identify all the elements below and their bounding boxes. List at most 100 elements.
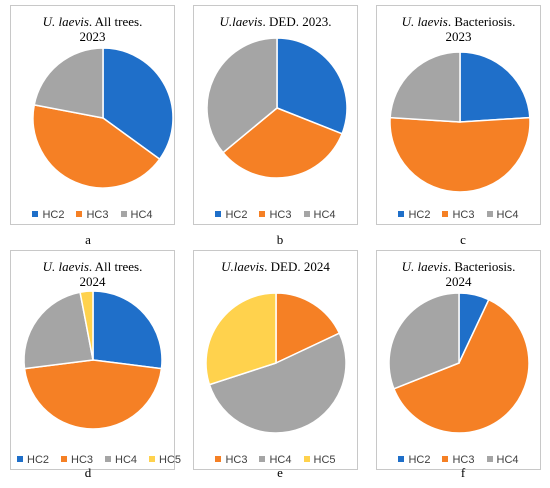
chart-legend: HC2 HC3 HC4 HC5 [11,454,181,466]
legend-label: HC4 [313,209,336,221]
legend-item: HC4 [120,209,153,221]
title-species: U.laevis [221,259,265,274]
pie-slice-hc2 [459,51,531,123]
legend-swatch [486,211,493,218]
title-species: U.laevis [219,14,263,29]
legend-swatch [442,211,449,218]
chart-title: U. laevis. Bacteriosis. 2024 [377,259,540,289]
legend-label: HC5 [313,454,336,466]
legend-item: HC4 [303,209,336,221]
legend-swatch [105,456,112,463]
pie-slice-hc5 [205,292,277,386]
legend-label: HC4 [115,454,138,466]
chart-legend: HC2 HC3 HC4 [11,209,174,221]
chart-panel-f: U. laevis. Bacteriosis. 2024 HC2 HC3 HC4 [376,250,541,470]
chart-legend: HC2 HC3 HC4 [377,209,540,221]
pie-slice-hc5 [79,290,94,361]
legend-swatch [486,456,493,463]
chart-legend: HC3 HC4 HC5 [194,454,357,466]
chart-legend: HC2 HC3 HC4 [377,454,540,466]
legend-label: HC2 [27,454,50,466]
title-species: U. laevis [42,259,89,274]
pie-slice-hc4 [208,332,347,434]
title-text: . All trees. [88,14,143,29]
legend-item: HC5 [149,454,181,466]
pie-slice-hc3 [32,104,161,189]
title-text: . Bacteriosis. [447,259,516,274]
chart-panel-c: U. laevis. Bacteriosis. 2023 HC2 HC3 HC4 [376,5,541,225]
legend-item: HC4 [486,454,519,466]
legend-item: HC4 [486,209,519,221]
title-year: 2023 [79,29,106,44]
legend-item: HC4 [105,454,137,466]
chart-title: U.laevis. DED. 2024 [194,259,357,274]
chart-panel-e: U.laevis. DED. 2024 HC3 HC4 HC5 [193,250,358,470]
title-year: 2024 [79,274,106,289]
legend-label: HC3 [71,454,94,466]
legend-item: HC3 [61,454,93,466]
pie-slice-hc4 [33,47,104,119]
legend-item: HC2 [17,454,49,466]
legend-label: HC3 [452,209,475,221]
chart-title: U. laevis. All trees. 2024 [11,259,174,289]
pie-slice-hc4 [388,292,460,390]
pie-chart [206,37,348,179]
legend-swatch [17,456,23,463]
legend-item: HC4 [259,454,292,466]
legend-label: HC3 [225,454,248,466]
chart-title: U. laevis. Bacteriosis. 2023 [377,14,540,44]
legend-label: HC2 [225,209,248,221]
pie-slice-hc3 [275,292,341,365]
legend-swatch [61,456,68,463]
title-text: . All trees. [88,259,143,274]
title-text: . DED. 2024 [264,259,330,274]
legend-swatch [259,211,266,218]
legend-item: HC3 [442,454,475,466]
legend-item: HC2 [398,454,430,466]
legend-swatch [215,456,222,463]
pie-slice-hc3 [392,298,530,434]
panel-caption-f: f [460,465,466,480]
legend-swatch [259,456,266,463]
legend-item: HC3 [259,209,292,221]
pie-slice-hc4 [23,291,94,370]
legend-swatch [120,211,127,218]
legend-swatch [303,456,310,463]
title-text: . DED. 2023. [262,14,332,29]
chart-legend: HC2 HC3 HC4 [194,209,357,221]
legend-swatch [442,456,449,463]
pie-chart [32,47,174,189]
legend-swatch [215,211,222,218]
legend-item: HC3 [215,454,247,466]
legend-label: HC3 [86,209,109,221]
legend-item: HC5 [303,454,336,466]
title-species: U. laevis [42,14,89,29]
panel-caption-c: c [460,232,466,247]
pie-chart [23,290,163,430]
chart-panel-d: U. laevis. All trees. 2024 HC2 HC3 HC4 HC5 [10,250,181,470]
legend-swatch [149,456,156,463]
title-year: 2023 [445,29,472,44]
chart-title: U. laevis. All trees. 2023 [11,14,174,44]
pie-slice-hc4 [206,37,278,154]
legend-item: HC2 [215,209,247,221]
pie-slice-hc2 [276,37,348,135]
pie-slice-hc2 [102,47,174,161]
legend-swatch [303,211,310,218]
legend-label: HC2 [42,209,65,221]
legend-label: HC2 [408,454,431,466]
panel-caption-b: b [276,232,284,247]
legend-swatch [398,456,405,463]
title-year: 2024 [445,274,472,289]
legend-swatch [32,211,39,218]
pie-slice-hc3 [23,359,163,430]
legend-item: HC3 [442,209,475,221]
panel-caption-e: e [277,465,283,480]
legend-label: HC3 [269,209,292,221]
title-species: U. laevis [401,259,448,274]
legend-label: HC4 [130,209,153,221]
panel-caption-d: d [84,465,92,480]
pie-slice-hc3 [389,116,531,193]
pie-chart [388,292,530,434]
legend-label: HC2 [408,209,431,221]
